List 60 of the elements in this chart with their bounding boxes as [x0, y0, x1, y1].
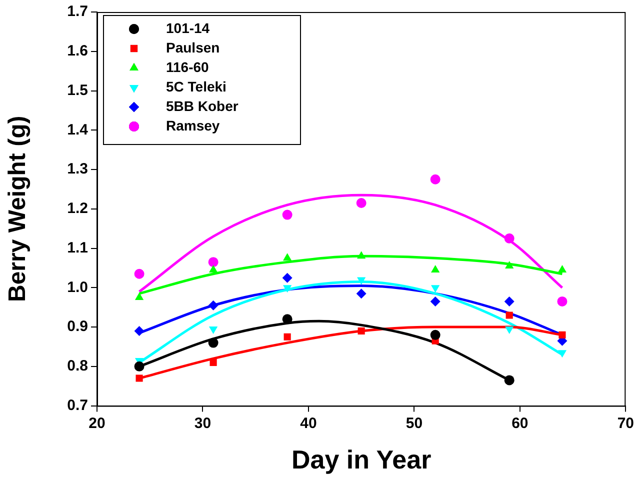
point: [557, 296, 568, 306]
x-axis-title: Day in Year: [291, 444, 432, 475]
point: [134, 326, 144, 336]
x-tick-label: 30: [194, 414, 212, 432]
point: [282, 253, 292, 261]
y-axis-title: Berry Weight (g): [4, 116, 32, 302]
point: [504, 375, 514, 386]
point: [208, 300, 218, 310]
point: [558, 350, 567, 358]
legend-label: Ramsey: [166, 117, 220, 134]
point: [504, 233, 514, 244]
point: [558, 264, 567, 272]
point: [358, 327, 365, 335]
point: [505, 326, 514, 334]
x-tick-label: 20: [88, 414, 106, 432]
point: [430, 174, 440, 184]
point: [357, 277, 366, 285]
point: [210, 358, 217, 366]
y-tick-label: 0.7: [67, 396, 88, 414]
point: [282, 314, 292, 324]
point: [208, 338, 218, 348]
y-tick-label: 1.5: [67, 82, 88, 99]
legend-label: 5BB Kober: [166, 98, 239, 114]
point: [430, 330, 440, 340]
point: [356, 198, 366, 208]
y-tick-label: 1.1: [67, 239, 88, 256]
point: [430, 296, 440, 306]
x-tick-label: 60: [512, 414, 528, 432]
y-tick-label: 0.9: [67, 318, 88, 336]
point: [134, 268, 144, 279]
point: [505, 261, 514, 268]
point: [134, 361, 144, 372]
x-tick-label: 70: [617, 414, 634, 432]
point: [282, 272, 292, 283]
legend-label: 116-60: [166, 58, 210, 75]
y-tick-label: 1.4: [67, 121, 89, 138]
legend-label: 5C Teleki: [166, 78, 226, 94]
point: [504, 296, 514, 306]
point: [357, 251, 366, 259]
x-tick-label: 50: [406, 414, 423, 432]
point: [208, 257, 218, 268]
point: [282, 210, 292, 220]
point: [136, 374, 143, 382]
point: [431, 264, 440, 272]
y-tick-label: 1.3: [67, 160, 88, 178]
y-tick-label: 1.7: [67, 3, 88, 20]
point: [506, 312, 513, 319]
point: [356, 288, 366, 299]
point: [134, 292, 144, 300]
point: [284, 333, 291, 340]
x-tick-label: 40: [300, 414, 317, 432]
legend-label: 101-14: [166, 20, 210, 36]
y-tick-label: 0.8: [67, 358, 88, 375]
legend-label: Paulsen: [166, 39, 220, 56]
point: [558, 331, 566, 338]
y-tick-label: 1.0: [67, 278, 88, 296]
point: [208, 326, 218, 334]
y-tick-label: 1.2: [67, 200, 88, 218]
y-tick-label: 1.6: [67, 42, 88, 60]
point: [208, 264, 218, 272]
